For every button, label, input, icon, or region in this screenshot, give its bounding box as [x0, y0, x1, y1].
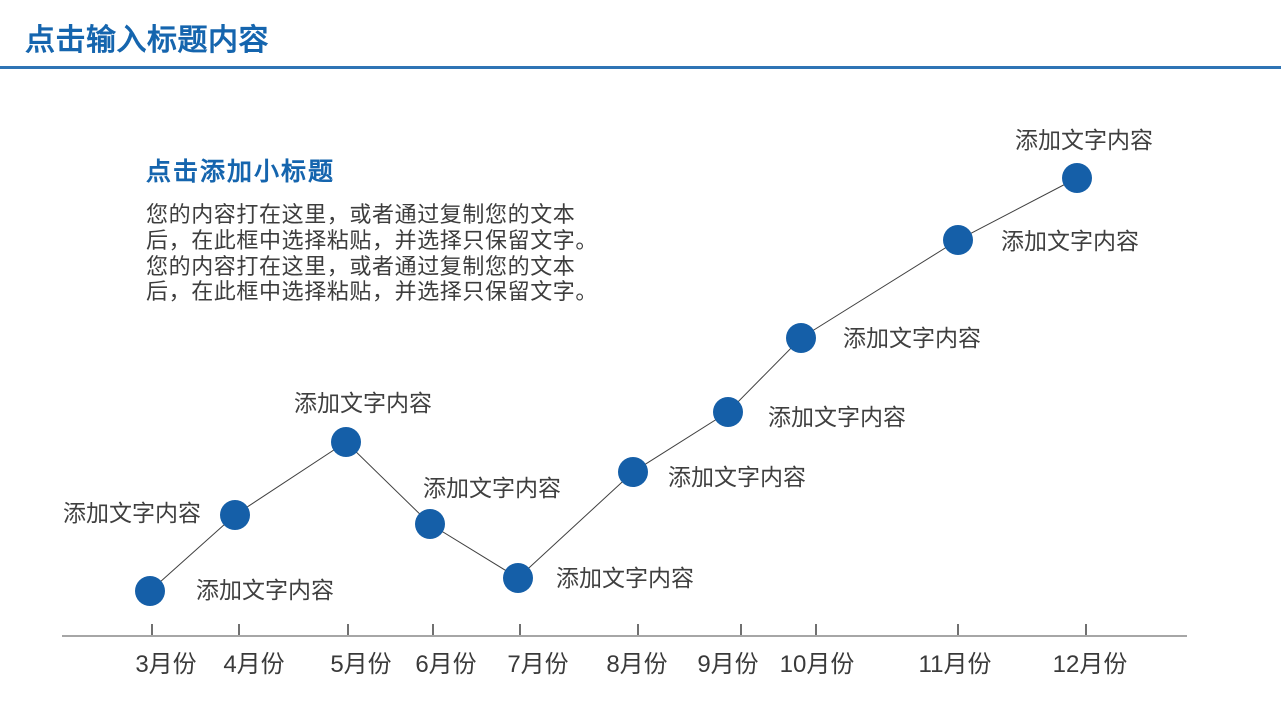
data-point-label[interactable]: 添加文字内容: [196, 577, 334, 603]
month-label: 5月份: [330, 651, 391, 678]
body-text-line[interactable]: 后，在此框中选择粘贴，并选择只保留文字。: [146, 279, 599, 305]
month-label: 6月份: [415, 651, 476, 678]
data-point-label[interactable]: 添加文字内容: [556, 565, 694, 591]
month-label: 11月份: [919, 651, 992, 678]
data-point[interactable]: [618, 457, 648, 487]
data-point-label[interactable]: 添加文字内容: [1001, 228, 1139, 254]
subtitle-placeholder[interactable]: 点击添加小标题: [146, 158, 336, 186]
month-label: 7月份: [507, 651, 568, 678]
data-point-label[interactable]: 添加文字内容: [843, 325, 981, 351]
data-point-label[interactable]: 添加文字内容: [294, 390, 432, 416]
data-point-label[interactable]: 添加文字内容: [668, 464, 806, 490]
month-label: 9月份: [697, 651, 758, 678]
data-point[interactable]: [135, 576, 165, 606]
data-point[interactable]: [415, 509, 445, 539]
data-point[interactable]: [713, 397, 743, 427]
body-text-line[interactable]: 您的内容打在这里，或者通过复制您的文本: [146, 253, 576, 279]
data-point-label[interactable]: 添加文字内容: [63, 500, 201, 526]
data-point[interactable]: [331, 427, 361, 457]
data-point[interactable]: [220, 500, 250, 530]
data-point-label[interactable]: 添加文字内容: [768, 404, 906, 430]
month-label: 4月份: [223, 651, 284, 678]
data-point[interactable]: [943, 225, 973, 255]
text-block: 点击添加小标题 您的内容打在这里，或者通过复制您的文本 后，在此框中选择粘贴，并…: [146, 152, 626, 305]
month-label: 10月份: [780, 651, 855, 678]
title-underline: [0, 66, 1281, 69]
month-label: 3月份: [135, 651, 196, 678]
data-point-label[interactable]: 添加文字内容: [423, 475, 561, 501]
month-label: 8月份: [606, 651, 667, 678]
data-point-label[interactable]: 添加文字内容: [1015, 127, 1153, 153]
body-text-line[interactable]: 后，在此框中选择粘贴，并选择只保留文字。: [146, 227, 599, 253]
month-label: 12月份: [1053, 651, 1128, 678]
data-point[interactable]: [786, 323, 816, 353]
data-point[interactable]: [503, 563, 533, 593]
body-text-line[interactable]: 您的内容打在这里，或者通过复制您的文本: [146, 202, 576, 227]
data-point[interactable]: [1062, 163, 1092, 193]
slide-title-placeholder[interactable]: 点击输入标题内容: [25, 24, 269, 57]
trend-line: [149, 177, 1078, 592]
